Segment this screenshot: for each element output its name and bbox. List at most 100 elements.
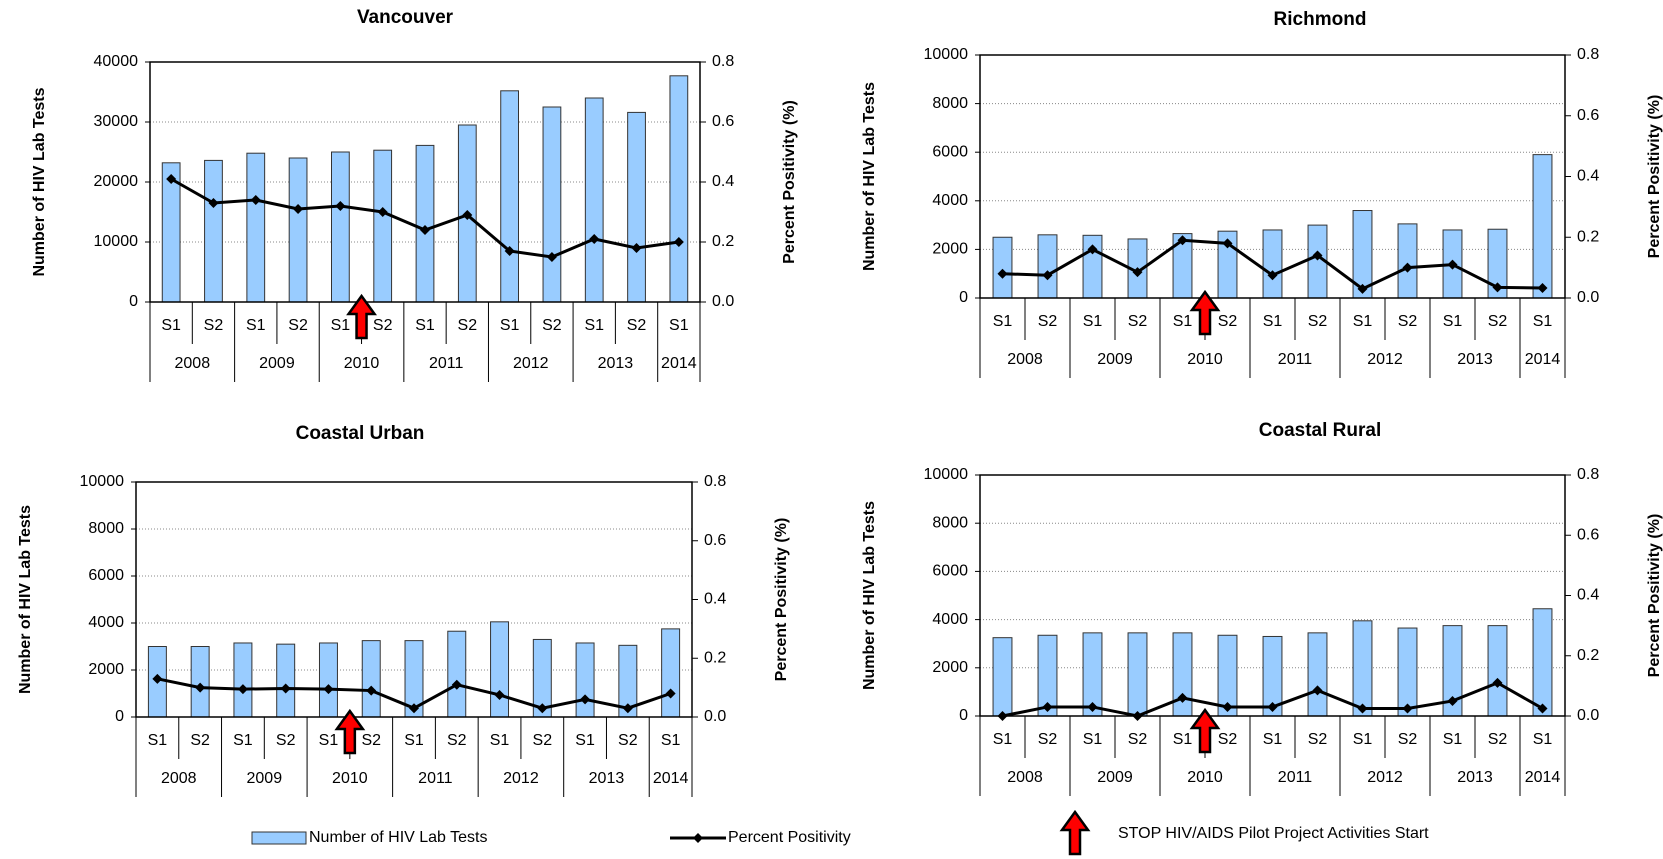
line-marker [1132,711,1143,721]
line-marker [1537,703,1548,714]
x-tick-label: S2 [204,317,224,334]
x-tick-label: S2 [1218,731,1238,748]
x-tick-label: S1 [1263,313,1283,330]
start-arrow [346,293,377,340]
bar [1037,234,1058,299]
bar [1397,627,1418,717]
x-tick-label: S2 [190,732,210,749]
bar [490,621,510,718]
y-tick-label: 10000 [80,473,125,490]
bar [233,642,253,718]
plot-frame [149,61,701,303]
bar [575,642,595,718]
x-tick-label: S2 [1038,313,1058,330]
y2-tick-label: 0.2 [712,233,734,250]
x-tick-label: S1 [575,732,595,749]
plot-frame [979,54,1566,299]
x-tick-label: S2 [373,317,393,334]
line-marker [1447,259,1458,270]
x-tick-label: S1 [1263,731,1283,748]
x-group-label: 2008 [1007,769,1043,786]
y2-tick-label: 0.8 [704,473,726,490]
line-marker [494,689,505,700]
x-tick-label: S1 [661,732,681,749]
y2-tick-label: 0.2 [1577,647,1599,664]
x-tick-label: S2 [447,732,467,749]
line-marker [451,679,462,690]
x-group-label: 2014 [1525,769,1561,786]
y2-axis-title: Percent Positivity (%) [1646,514,1663,678]
y2-tick-label: 0.6 [1577,107,1599,124]
y-tick-label: 4000 [88,614,124,631]
line-marker [1042,701,1053,712]
x-tick-label: S2 [1038,731,1058,748]
line-marker [580,694,591,705]
y-tick-label: 10000 [924,466,969,483]
y2-tick-label: 0.4 [1577,168,1599,185]
line-marker [997,711,1008,721]
x-tick-label: S1 [1533,731,1553,748]
bar [1397,223,1418,299]
y2-tick-label: 0.4 [712,173,734,190]
x-tick-label: S2 [533,732,553,749]
bar [331,151,350,303]
x-group-label: 2012 [1367,769,1403,786]
bar [318,642,338,718]
line-marker [152,673,163,684]
chart-title: Coastal Rural [1259,420,1381,441]
line-marker [1537,282,1548,293]
x-group-label: 2011 [418,770,453,787]
x-tick-label: S1 [148,732,168,749]
legend-marker [693,833,703,843]
y2-tick-label: 0.0 [1577,707,1599,724]
x-tick-label: S1 [404,732,424,749]
y-tick-label: 2000 [932,241,968,258]
x-tick-label: S1 [1533,313,1553,330]
line-marker [997,268,1008,279]
line-marker [1042,270,1053,281]
y2-axis-title: Percent Positivity (%) [773,518,790,682]
x-tick-label: S1 [319,732,339,749]
bar [447,630,467,718]
bar [669,75,689,303]
legend-swatch [251,831,307,845]
start-arrow [1189,289,1221,336]
x-tick-label: S2 [1488,313,1508,330]
chart-title: Coastal Urban [296,423,425,444]
x-tick-label: S1 [993,313,1013,330]
x-tick-label: S1 [415,317,435,334]
x-tick-label: S2 [1488,731,1508,748]
x-group-label: 2011 [429,355,464,372]
x-group-label: 2013 [1457,769,1493,786]
y2-tick-label: 0.4 [1577,587,1599,604]
bar [661,628,681,718]
y2-axis-title: Percent Positivity (%) [781,100,798,264]
line-marker [335,201,346,211]
bar [1487,625,1508,717]
y2-tick-label: 0.6 [712,113,734,130]
x-tick-label: S2 [1128,313,1148,330]
x-tick-label: S2 [1218,313,1238,330]
y-tick-label: 2000 [88,661,124,678]
line-marker [1312,250,1323,261]
bar [246,152,266,303]
line-marker [377,207,388,217]
y-tick-label: 30000 [94,113,139,130]
bar [415,144,435,303]
x-tick-label: S2 [276,732,296,749]
bar [204,159,223,303]
y2-tick-label: 0.2 [1577,228,1599,245]
x-tick-label: S1 [1083,313,1103,330]
line-marker [1087,701,1098,712]
y2-tick-label: 0.0 [1577,289,1599,306]
line-marker [622,703,633,714]
bar [288,157,308,303]
plot-frame [135,481,693,718]
line-marker [1402,703,1413,714]
x-group-label: 2011 [1278,769,1313,786]
x-group-label: 2012 [503,770,539,787]
y2-tick-label: 0.4 [704,591,726,608]
y-tick-label: 4000 [932,192,968,209]
legend-label: Number of HIV Lab Tests [309,829,487,846]
